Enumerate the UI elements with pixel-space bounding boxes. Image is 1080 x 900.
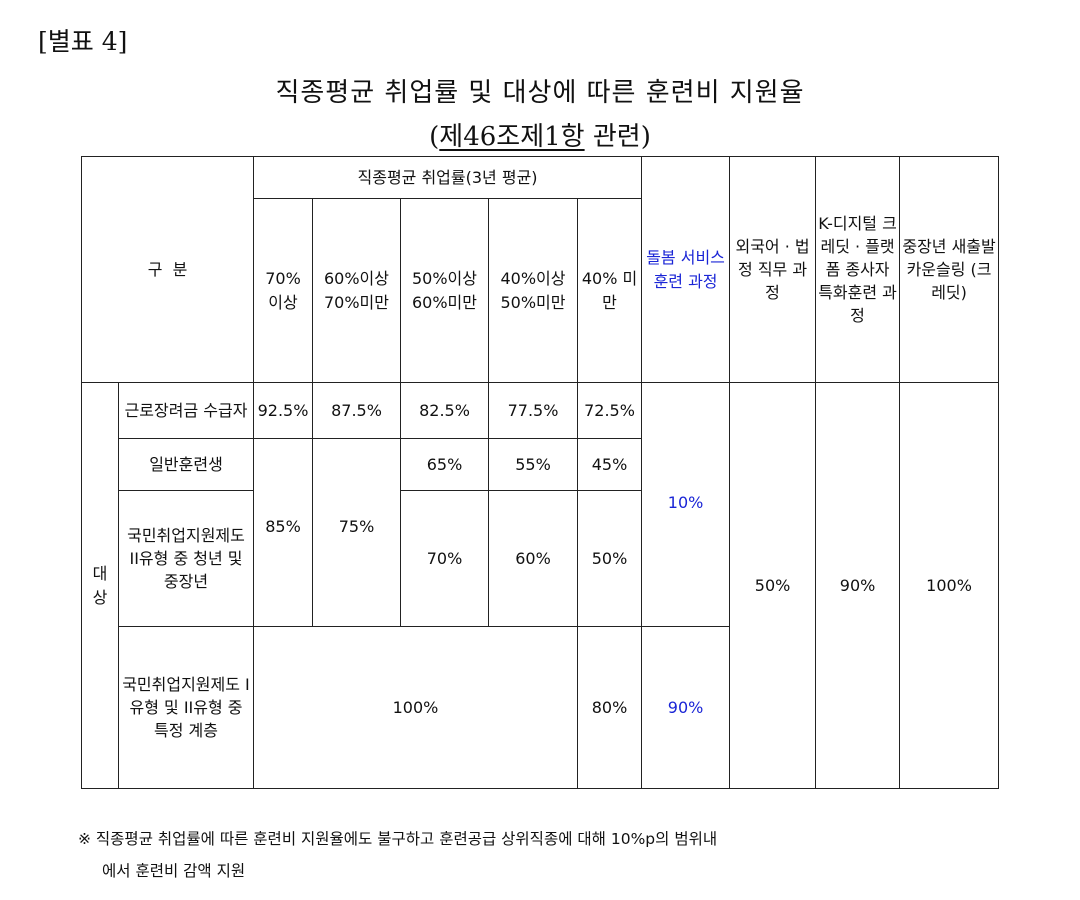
footnote-line1: ※ 직종평균 취업률에 따른 훈련비 지원율에도 불구하고 훈련공급 상위직종에…	[78, 830, 718, 848]
footnote-line2: 에서 훈련비 감액 지원	[102, 862, 246, 880]
subtitle-open: (	[429, 122, 440, 152]
subtitle-article-ref: 제46조제1항	[439, 122, 585, 152]
cell-value: 92.5%	[253, 382, 313, 439]
care-rate-lower: 90%	[641, 626, 731, 789]
cell-value: 85%	[253, 438, 313, 627]
target-label: 대상	[81, 382, 119, 789]
header-rate-col: 70% 이상	[253, 198, 313, 383]
cell-value: 45%	[576, 438, 643, 491]
header-employment-rate: 직종평균 취업률(3년 평균)	[252, 156, 643, 199]
cell-value: 60%	[488, 490, 578, 627]
header-k-digital: K-디지털 크레딧 · 플랫폼 종사자 특화훈련 과정	[815, 156, 901, 383]
header-division: 구 분	[81, 156, 254, 383]
row-label-type2-youth: 국민취업지원제도 II유형 중 청년 및 중장년	[118, 490, 254, 627]
row-label-eitc: 근로장려금 수급자	[118, 382, 254, 439]
document-title: 직종평균 취업률 및 대상에 따른 훈련비 지원율	[275, 78, 805, 108]
header-rate-col: 40% 미만	[576, 198, 643, 383]
subtitle-rest: 관련)	[584, 122, 651, 152]
header-foreign-language: 외국어 · 법정 직무 과정	[729, 156, 817, 383]
support-rate-table: 구 분 직종평균 취업률(3년 평균) 돌봄 서비스 훈련 과정 외국어 · 법…	[81, 156, 1000, 789]
cell-value: 77.5%	[488, 382, 578, 439]
cell-value: 82.5%	[400, 382, 489, 439]
document-subtitle: (제46조제1항 관련)	[0, 116, 1080, 153]
cell-value: 55%	[488, 438, 578, 491]
row-label-general: 일반훈련생	[118, 438, 254, 491]
header-rate-col: 40%이상 50%미만	[488, 198, 578, 383]
footnote: ※ 직종평균 취업률에 따른 훈련비 지원율에도 불구하고 훈련공급 상위직종에…	[78, 823, 1053, 887]
cell-value: 72.5%	[576, 382, 643, 439]
cell-value: 100%	[253, 626, 578, 789]
header-care-service: 돌봄 서비스 훈련 과정	[641, 156, 731, 383]
cell-value: 75%	[312, 438, 401, 627]
header-rate-col: 60%이상 70%미만	[312, 198, 401, 383]
row-label-type1: 국민취업지원제도 I유형 및 II유형 중 특정 계층	[118, 626, 254, 789]
header-midcareer: 중장년 새출발 카운슬링 (크레딧)	[899, 156, 1000, 383]
foreign-rate: 50%	[729, 382, 817, 789]
annex-label: [별표 4]	[38, 27, 128, 56]
midcareer-rate: 100%	[899, 382, 1000, 789]
cell-value: 65%	[400, 438, 489, 491]
cell-value: 50%	[576, 490, 643, 627]
care-rate-upper: 10%	[641, 382, 731, 627]
k-digital-rate: 90%	[815, 382, 901, 789]
header-rate-col: 50%이상 60%미만	[400, 198, 489, 383]
cell-value: 87.5%	[312, 382, 401, 439]
cell-value: 80%	[576, 626, 643, 789]
cell-value: 70%	[400, 490, 489, 627]
